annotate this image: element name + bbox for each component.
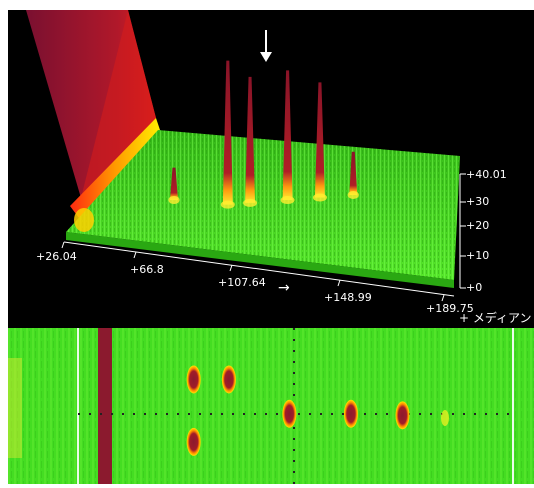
spot-5 — [395, 401, 410, 430]
spot-2 — [221, 365, 236, 394]
spot-4 — [343, 399, 358, 428]
heatmap-view[interactable] — [8, 328, 534, 484]
x-tick-label: +26.04 — [36, 250, 77, 263]
x-axis: +26.04 +66.8 +107.64 +148.99 +189.75 → — [36, 241, 474, 315]
faint-spot — [441, 410, 449, 426]
legend-median-label: + メディアン — [459, 310, 532, 325]
peak-7 — [170, 167, 178, 200]
z-tick-label: +0 — [466, 281, 482, 294]
x-tick-label: +189.75 — [426, 302, 474, 315]
peak-5 — [314, 82, 325, 198]
surface-plot-svg: +40.01 +30 +20 +10 +0 +26.04 +66.8 +107.… — [26, 10, 532, 325]
spot-3 — [282, 399, 297, 428]
peak-base-3 — [243, 198, 258, 207]
peak-marker-arrow — [260, 30, 272, 62]
peak-base-4 — [280, 196, 295, 205]
peak-base-7 — [168, 196, 180, 204]
direction-arrow: → — [278, 280, 290, 296]
peaks-group — [168, 60, 359, 209]
surface-plot-3d[interactable]: +40.01 +30 +20 +10 +0 +26.04 +66.8 +107.… — [8, 10, 534, 328]
peak-base-6 — [347, 190, 359, 199]
z-tick-label: +30 — [466, 195, 489, 208]
x-tick-label: +107.64 — [218, 276, 266, 289]
z-axis: +40.01 +30 +20 +10 +0 — [459, 168, 507, 294]
spot-1 — [186, 365, 201, 394]
z-tick-label: +10 — [466, 249, 489, 262]
peak-base-5 — [312, 193, 327, 202]
z-tick-label: +40.01 — [466, 168, 507, 181]
z-tick-label: +20 — [466, 219, 489, 232]
peak-4 — [282, 70, 293, 201]
peak-3 — [245, 76, 256, 203]
spot-6 — [186, 427, 201, 456]
x-tick-label: +148.99 — [324, 291, 372, 304]
peak-6 — [349, 151, 358, 195]
x-tick-label: +66.8 — [130, 263, 164, 276]
heatmap-svg — [8, 328, 534, 484]
heatmap-band — [98, 328, 112, 484]
spots-group — [186, 365, 449, 456]
peak-2 — [222, 60, 233, 205]
peak-base-2 — [220, 200, 235, 209]
